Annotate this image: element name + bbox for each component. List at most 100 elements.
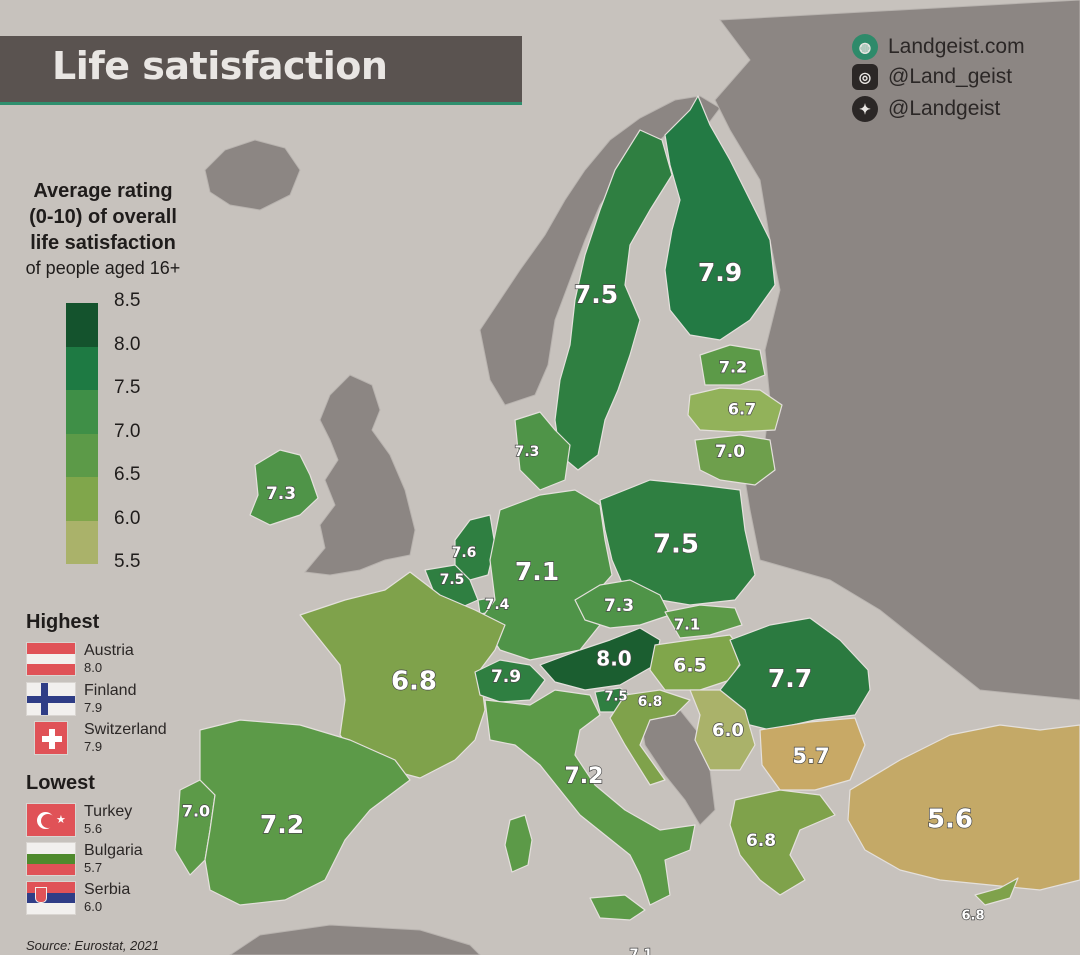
social-twitter[interactable]: ✦ @Landgeist [852, 96, 1000, 122]
value-label-slovenia: 7.5 [604, 690, 627, 705]
country-value: 7.9 [84, 700, 103, 715]
scale-swatch [66, 390, 98, 434]
value-label-netherlands: 7.6 [452, 545, 477, 561]
legend-title-line: life satisfaction [30, 232, 176, 254]
twitter-text: @Landgeist [888, 97, 1001, 120]
country-value: 5.7 [84, 860, 103, 875]
scale-label: 7.5 [114, 377, 141, 398]
value-label-greece: 6.8 [746, 831, 776, 851]
value-label-france: 6.8 [391, 667, 437, 697]
highest-austria: Austria 8.0 [26, 642, 134, 676]
value-label-malta: 7.1 [629, 948, 652, 955]
country-latvia[interactable] [687, 387, 783, 433]
country-denmark[interactable] [514, 411, 571, 491]
country-name: Finland [84, 682, 137, 699]
country-italy[interactable] [484, 689, 696, 906]
country-turkey[interactable] [847, 724, 1080, 891]
country-finland[interactable] [664, 95, 776, 341]
color-scale [66, 303, 98, 564]
country-sweden[interactable] [554, 129, 673, 471]
highest-finland: Finland 7.9 [26, 682, 136, 716]
country-bulgaria[interactable] [759, 717, 866, 791]
value-label-turkey: 5.6 [927, 805, 973, 835]
value-label-austria: 8.0 [596, 647, 631, 671]
country-slovakia[interactable] [664, 604, 743, 639]
value-label-hungary: 6.5 [673, 655, 707, 677]
north-africa [229, 924, 481, 955]
value-label-spain: 7.2 [260, 810, 304, 839]
scale-label: 5.5 [114, 551, 141, 572]
country-poland[interactable] [599, 479, 756, 606]
legend-subtitle: of people aged 16+ [25, 258, 181, 278]
country-croatia[interactable] [609, 689, 691, 786]
country-name: Turkey [84, 803, 133, 820]
country-greece[interactable] [729, 789, 836, 896]
austria-flag-icon [26, 642, 76, 676]
scale-label: 6.0 [114, 507, 141, 529]
nodata-land [204, 0, 1080, 955]
value-label-germany: 7.1 [515, 557, 559, 586]
country-cyprus[interactable] [974, 877, 1019, 906]
scale-label: 6.5 [114, 464, 141, 485]
social-website[interactable]: ◍ Landgeist.com [852, 34, 1025, 60]
value-label-czechia: 7.3 [604, 596, 634, 616]
value-labels: 7.5 7.9 7.2 6.7 7.0 7.3 7.3 7.6 7.5 7.4 7.1 7.5 7.3 7… [181, 257, 985, 955]
value-label-lithuania: 7.0 [715, 442, 745, 462]
scale-label: 8.0 [114, 333, 141, 355]
scale-swatch [66, 303, 98, 347]
country-name: Serbia [84, 881, 131, 898]
social-instagram[interactable]: ◎ @Land_geist [852, 64, 1012, 90]
value-label-portugal: 7.0 [182, 802, 210, 821]
value-label-croatia: 6.8 [638, 694, 663, 710]
country-ireland[interactable] [249, 449, 319, 526]
country-sicily[interactable] [589, 894, 646, 921]
country-serbia[interactable] [689, 689, 756, 771]
finland-flag-icon [26, 682, 76, 716]
value-label-bulgaria: 5.7 [792, 744, 829, 768]
scale-swatch [66, 433, 98, 477]
page-title: Life satisfaction [52, 44, 388, 88]
legend-title: Average rating (0-10) of overall life sa… [12, 178, 194, 280]
value-label-estonia: 7.2 [719, 358, 747, 377]
source-note: Source: Eurostat, 2021 [26, 938, 159, 953]
value-label-latvia: 6.7 [728, 400, 756, 419]
country-value: 6.0 [84, 899, 103, 914]
iceland [204, 139, 301, 211]
country-value: 5.6 [84, 821, 103, 836]
twitter-icon: ✦ [852, 96, 878, 122]
country-lithuania[interactable] [694, 434, 776, 486]
country-spain[interactable] [199, 719, 411, 906]
country-value: 7.9 [84, 739, 103, 754]
scale-label: 8.5 [114, 290, 141, 311]
highest-title: Highest [26, 611, 100, 633]
value-label-switzerland: 7.9 [491, 667, 521, 687]
lowest-serbia: Serbia 6.0 [26, 881, 130, 915]
country-france[interactable] [299, 571, 506, 779]
legend-title-line: (0-10) of overall [29, 206, 177, 228]
value-label-italy: 7.2 [565, 764, 604, 789]
scale-swatch [66, 477, 98, 521]
scale-swatch [66, 520, 98, 564]
value-label-denmark: 7.3 [515, 444, 540, 460]
instagram-icon: ◎ [852, 64, 878, 90]
value-label-romania: 7.7 [768, 664, 812, 693]
country-sardinia[interactable] [504, 814, 533, 873]
value-label-ireland: 7.3 [266, 484, 296, 504]
country-estonia[interactable] [699, 344, 766, 386]
legend-title-line: Average rating [33, 180, 173, 202]
country-name: Austria [84, 642, 134, 659]
countries [174, 95, 1080, 921]
lowest-title: Lowest [26, 772, 95, 794]
great-britain [304, 374, 416, 576]
value-label-belgium: 7.5 [440, 572, 465, 588]
instagram-text: @Land_geist [888, 65, 1013, 88]
bulgaria-flag-icon [26, 842, 76, 876]
value-label-luxembourg: 7.4 [485, 597, 510, 613]
turkey-flag-icon: ★ [26, 803, 76, 837]
country-switzerland[interactable] [474, 659, 546, 703]
scale-swatch [66, 346, 98, 390]
value-label-finland: 7.9 [698, 258, 742, 287]
lowest-bulgaria: Bulgaria 5.7 [26, 842, 143, 876]
serbia-flag-icon [26, 881, 76, 915]
